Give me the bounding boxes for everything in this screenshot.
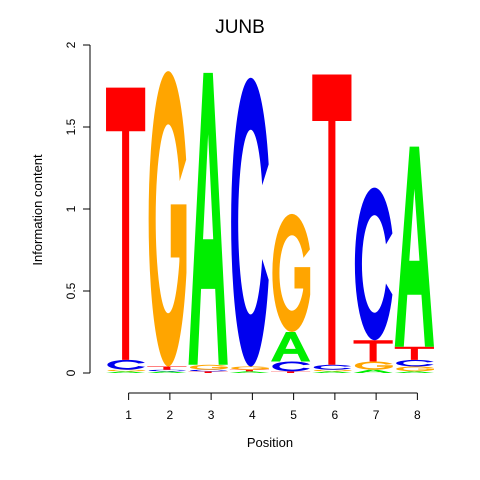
letter-a [394, 371, 434, 373]
x-tick-label: 1 [125, 408, 132, 422]
letter-t [106, 87, 146, 360]
letter-stacks [106, 71, 434, 373]
x-tick-label: 2 [167, 408, 174, 422]
logo-stack-4 [229, 77, 269, 373]
letter-g [396, 366, 434, 372]
x-axis-label: Position [247, 435, 293, 450]
letter-a [271, 332, 311, 362]
letter-c [396, 359, 434, 367]
logo-stack-2 [147, 71, 187, 373]
letter-g [148, 71, 187, 367]
y-axis-label: Information content [30, 154, 45, 266]
letter-c [148, 369, 187, 372]
x-tick-label: 6 [332, 408, 339, 422]
letter-t [229, 369, 269, 372]
logo-stack-3 [188, 72, 228, 373]
letter-g [107, 369, 146, 372]
x-tick-label: 8 [414, 408, 421, 422]
letter-a [353, 369, 393, 373]
letter-a [188, 72, 228, 365]
letter-a [312, 371, 352, 373]
logo-stack-1 [106, 87, 146, 373]
letter-g [231, 366, 269, 370]
y-axis: 0 0.5 1 1.5 2 [64, 41, 91, 376]
y-tick-label: 0 [64, 369, 78, 376]
letter-t [353, 340, 393, 362]
letter-a [147, 371, 187, 373]
letter-t [312, 74, 352, 365]
y-tick-label: 1 [64, 205, 78, 212]
logo-stack-6 [312, 74, 352, 373]
letter-c [107, 359, 145, 370]
letter-a [394, 146, 434, 347]
letter-t [188, 371, 228, 373]
letter-g [313, 369, 352, 372]
logo-stack-5 [271, 214, 311, 373]
letter-c [313, 364, 352, 370]
y-tick-label: 0.5 [64, 282, 78, 299]
x-tick-label: 4 [249, 408, 256, 422]
logo-stack-7 [353, 187, 393, 373]
letter-t [271, 371, 311, 373]
x-tick-label: 3 [208, 408, 215, 422]
y-tick-label: 1.5 [64, 118, 78, 135]
letter-g [189, 364, 228, 370]
letter-a [229, 371, 269, 373]
letter-c [354, 187, 393, 341]
y-tick-label: 2 [64, 41, 78, 48]
x-axis: 1 2 3 4 5 6 7 8 [125, 392, 421, 422]
logo-stack-8 [394, 146, 434, 373]
letter-g [354, 361, 393, 370]
letter-g [272, 214, 311, 332]
letter-c [231, 77, 269, 367]
letter-c [189, 369, 228, 372]
letter-a [106, 371, 146, 373]
letter-t [394, 346, 434, 360]
x-tick-label: 7 [373, 408, 380, 422]
letter-c [272, 361, 310, 372]
chart-title: JUNB [215, 17, 265, 38]
letter-t [147, 366, 187, 370]
x-tick-label: 5 [290, 408, 297, 422]
